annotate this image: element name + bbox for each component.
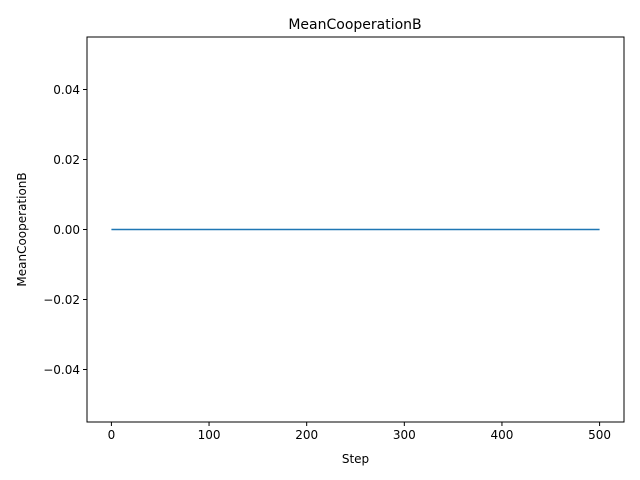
y-tick-label: −0.04 [43, 363, 80, 377]
y-axis: −0.04 −0.02 0.00 0.02 0.04 [43, 83, 87, 377]
x-tick-label: 100 [198, 428, 221, 442]
x-tick-label: 0 [108, 428, 116, 442]
x-tick-label: 400 [491, 428, 514, 442]
y-tick-label: 0.04 [53, 83, 80, 97]
y-tick-label: −0.02 [43, 293, 80, 307]
chart-title: MeanCooperationB [288, 17, 421, 33]
x-axis-label: Step [342, 452, 369, 466]
y-tick-label: 0.02 [53, 153, 80, 167]
y-axis-label: MeanCooperationB [15, 172, 29, 286]
x-axis: 0 100 200 300 400 500 [108, 422, 611, 442]
x-tick-label: 500 [588, 428, 611, 442]
y-tick-label: 0.00 [53, 223, 80, 237]
x-tick-label: 200 [295, 428, 318, 442]
x-tick-label: 300 [393, 428, 416, 442]
